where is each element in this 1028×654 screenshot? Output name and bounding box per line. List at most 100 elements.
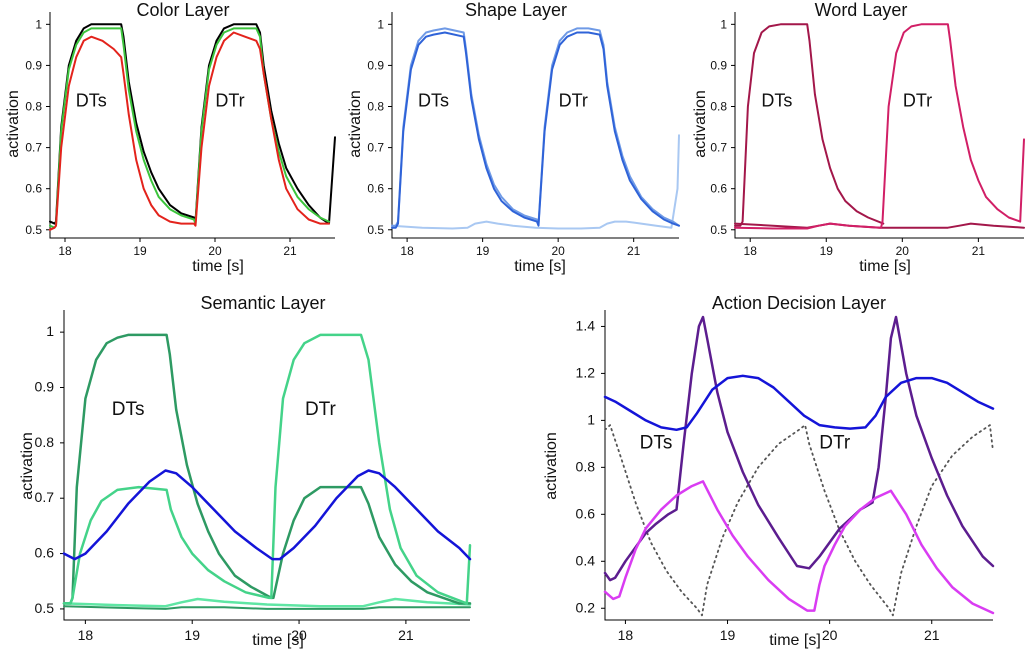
series-line-dotted	[604, 424, 994, 617]
x-tick-label: 20	[822, 627, 838, 643]
y-tick-label: 0.5	[367, 223, 384, 237]
x-axis-label: time [s]	[514, 258, 566, 275]
x-tick-label: 20	[291, 627, 307, 643]
y-tick-label: 1.4	[576, 317, 596, 333]
series-line-mid	[734, 23, 1025, 230]
y-tick-label: 1	[35, 17, 42, 31]
axes-frame	[604, 310, 993, 621]
y-tick-label: 0.9	[25, 58, 42, 72]
y-tick-label: 0.5	[35, 600, 55, 616]
x-tick-label: 18	[618, 627, 634, 643]
panel-title: Color Layer	[136, 0, 229, 20]
y-tick-label: 0.6	[367, 182, 384, 196]
y-axis-label: activation	[347, 90, 364, 158]
panel-title: Action Decision Layer	[712, 293, 886, 313]
y-axis-label: activation	[543, 432, 560, 500]
annotation-label: DTr	[903, 91, 932, 111]
annotation-label: DTr	[305, 399, 337, 420]
annotation-label: DTs	[76, 91, 107, 111]
y-tick-label: 1	[46, 323, 54, 339]
x-tick-label: 18	[400, 244, 414, 258]
y-tick-label: 0.8	[367, 100, 384, 114]
axes-frame	[63, 310, 470, 621]
y-tick-label: 0.7	[35, 489, 55, 505]
y-tick-label: 0.2	[576, 599, 596, 615]
y-axis-label: activation	[692, 90, 709, 158]
series-line-flat-b	[63, 605, 471, 610]
annotation-label: DTs	[112, 399, 145, 420]
panel-title: Semantic Layer	[200, 293, 325, 313]
x-tick-label: 21	[627, 244, 641, 258]
x-tick-label: 18	[744, 244, 758, 258]
x-tick-label: 21	[972, 244, 986, 258]
annotation-label: DTs	[761, 91, 792, 111]
series-line-magenta	[603, 480, 995, 615]
series-line-purple	[603, 315, 995, 582]
x-tick-label: 21	[398, 627, 414, 643]
series-line-flat-a	[62, 597, 472, 608]
series-line-dark	[391, 31, 680, 229]
y-tick-label: 1	[377, 17, 384, 31]
y-tick-label: 0.8	[35, 434, 55, 450]
x-axis-label: time [s]	[252, 632, 304, 649]
series-line-sem-dark	[62, 333, 472, 605]
y-tick-label: 0.7	[710, 141, 727, 155]
y-tick-label: 0.8	[710, 100, 727, 114]
x-tick-label: 19	[720, 627, 736, 643]
y-tick-label: 0.7	[367, 141, 384, 155]
annotation-label: DTr	[559, 91, 588, 111]
y-tick-label: 0.9	[35, 379, 55, 395]
x-tick-label: 20	[896, 244, 910, 258]
x-tick-label: 19	[184, 627, 200, 643]
x-tick-label: 21	[283, 244, 297, 258]
x-axis-label: time [s]	[769, 632, 821, 649]
panel-action-decision-layer: Action Decision Layer time [s] activatio…	[543, 293, 995, 649]
series-line-mid	[391, 27, 680, 227]
x-tick-label: 18	[78, 627, 94, 643]
y-tick-label: 0.9	[710, 58, 727, 72]
y-axis-label: activation	[19, 432, 36, 500]
x-tick-label: 21	[924, 627, 940, 643]
annotation-label: DTs	[640, 433, 673, 454]
x-tick-label: 19	[133, 244, 147, 258]
y-tick-label: 0.8	[576, 458, 596, 474]
panel-color-layer: Color Layer time [s] activation 18 19 20 21…	[5, 0, 336, 275]
annotation-label: DTs	[418, 91, 449, 111]
y-tick-label: 0.8	[25, 100, 42, 114]
panel-word-layer: Word Layer time [s] activation 18 19 20 21 0…	[692, 0, 1025, 275]
series-line-dark	[734, 23, 885, 227]
y-axis-label: activation	[5, 90, 22, 158]
series-line-blue	[62, 469, 472, 561]
y-tick-label: 0.5	[710, 223, 727, 237]
y-tick-label: 0.6	[710, 182, 727, 196]
x-tick-label: 18	[58, 244, 72, 258]
annotation-label: DTr	[215, 91, 244, 111]
series-line-black	[49, 23, 336, 225]
panel-title: Shape Layer	[465, 0, 567, 20]
x-tick-label: 19	[476, 244, 490, 258]
annotation-label: DTr	[819, 433, 851, 454]
y-tick-label: 0.5	[25, 223, 42, 237]
panel-shape-layer: Shape Layer time [s] activation 18 19 20 21…	[347, 0, 680, 275]
y-tick-label: 0.6	[25, 182, 42, 196]
x-tick-label: 19	[820, 244, 834, 258]
y-tick-label: 0.7	[25, 141, 42, 155]
x-tick-label: 20	[208, 244, 222, 258]
y-tick-label: 0.4	[576, 552, 596, 568]
y-tick-label: 1	[587, 411, 595, 427]
panel-title: Word Layer	[815, 0, 908, 20]
y-tick-label: 0.9	[367, 58, 384, 72]
series-line-red	[49, 31, 330, 231]
axes-frame	[49, 12, 335, 239]
y-tick-label: 0.6	[576, 505, 596, 521]
series-line-blue	[603, 374, 995, 432]
panel-semantic-layer: Semantic Layer time [s] activation 18 19 2…	[19, 293, 472, 649]
axes-frame	[734, 12, 1024, 239]
series-line-green	[49, 27, 330, 229]
x-axis-label: time [s]	[192, 258, 244, 275]
y-tick-label: 1.2	[576, 364, 596, 380]
axes-frame	[391, 12, 679, 239]
x-axis-label: time [s]	[859, 258, 911, 275]
x-tick-label: 20	[551, 244, 565, 258]
